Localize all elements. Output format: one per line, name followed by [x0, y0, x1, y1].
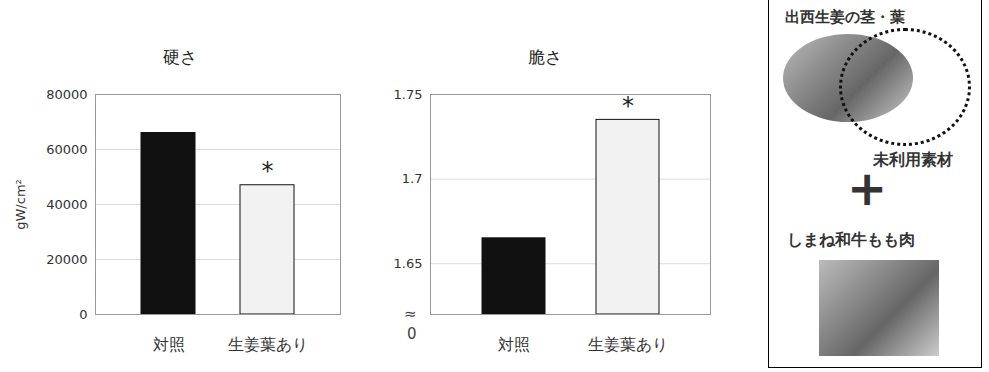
html-text:しまね和牛もも肉: しまね和牛もも肉 [787, 230, 915, 249]
svg-text:生姜葉あり: 生姜葉あり [228, 335, 308, 354]
svg-text:対照: 対照 [153, 335, 185, 354]
html-text:出西生姜の茎・葉: 出西生姜の茎・葉 [785, 8, 905, 26]
svg-text:gW/cm²: gW/cm² [13, 179, 28, 230]
html-text:脆さ: 脆さ [528, 47, 562, 67]
svg-text:60000: 60000 [46, 142, 87, 157]
html-text:未利用素材: 未利用素材 [873, 150, 953, 169]
svg-text:40000: 40000 [46, 197, 87, 212]
svg-text:≈: ≈ [404, 305, 417, 323]
svg-text:1.65: 1.65 [394, 256, 423, 271]
svg-text:1.75: 1.75 [394, 87, 423, 102]
svg-text:生姜葉あり: 生姜葉あり [588, 335, 668, 354]
svg-text:20000: 20000 [46, 252, 87, 267]
svg-text:対照: 対照 [498, 335, 530, 354]
html-text:硬さ: 硬さ [163, 47, 197, 67]
svg-text:1.7: 1.7 [402, 171, 423, 186]
svg-text:0: 0 [407, 325, 417, 343]
svg-text:0: 0 [79, 307, 87, 322]
svg-text:80000: 80000 [46, 87, 87, 102]
svg-text:*: * [262, 157, 274, 185]
svg-text:*: * [622, 92, 634, 120]
